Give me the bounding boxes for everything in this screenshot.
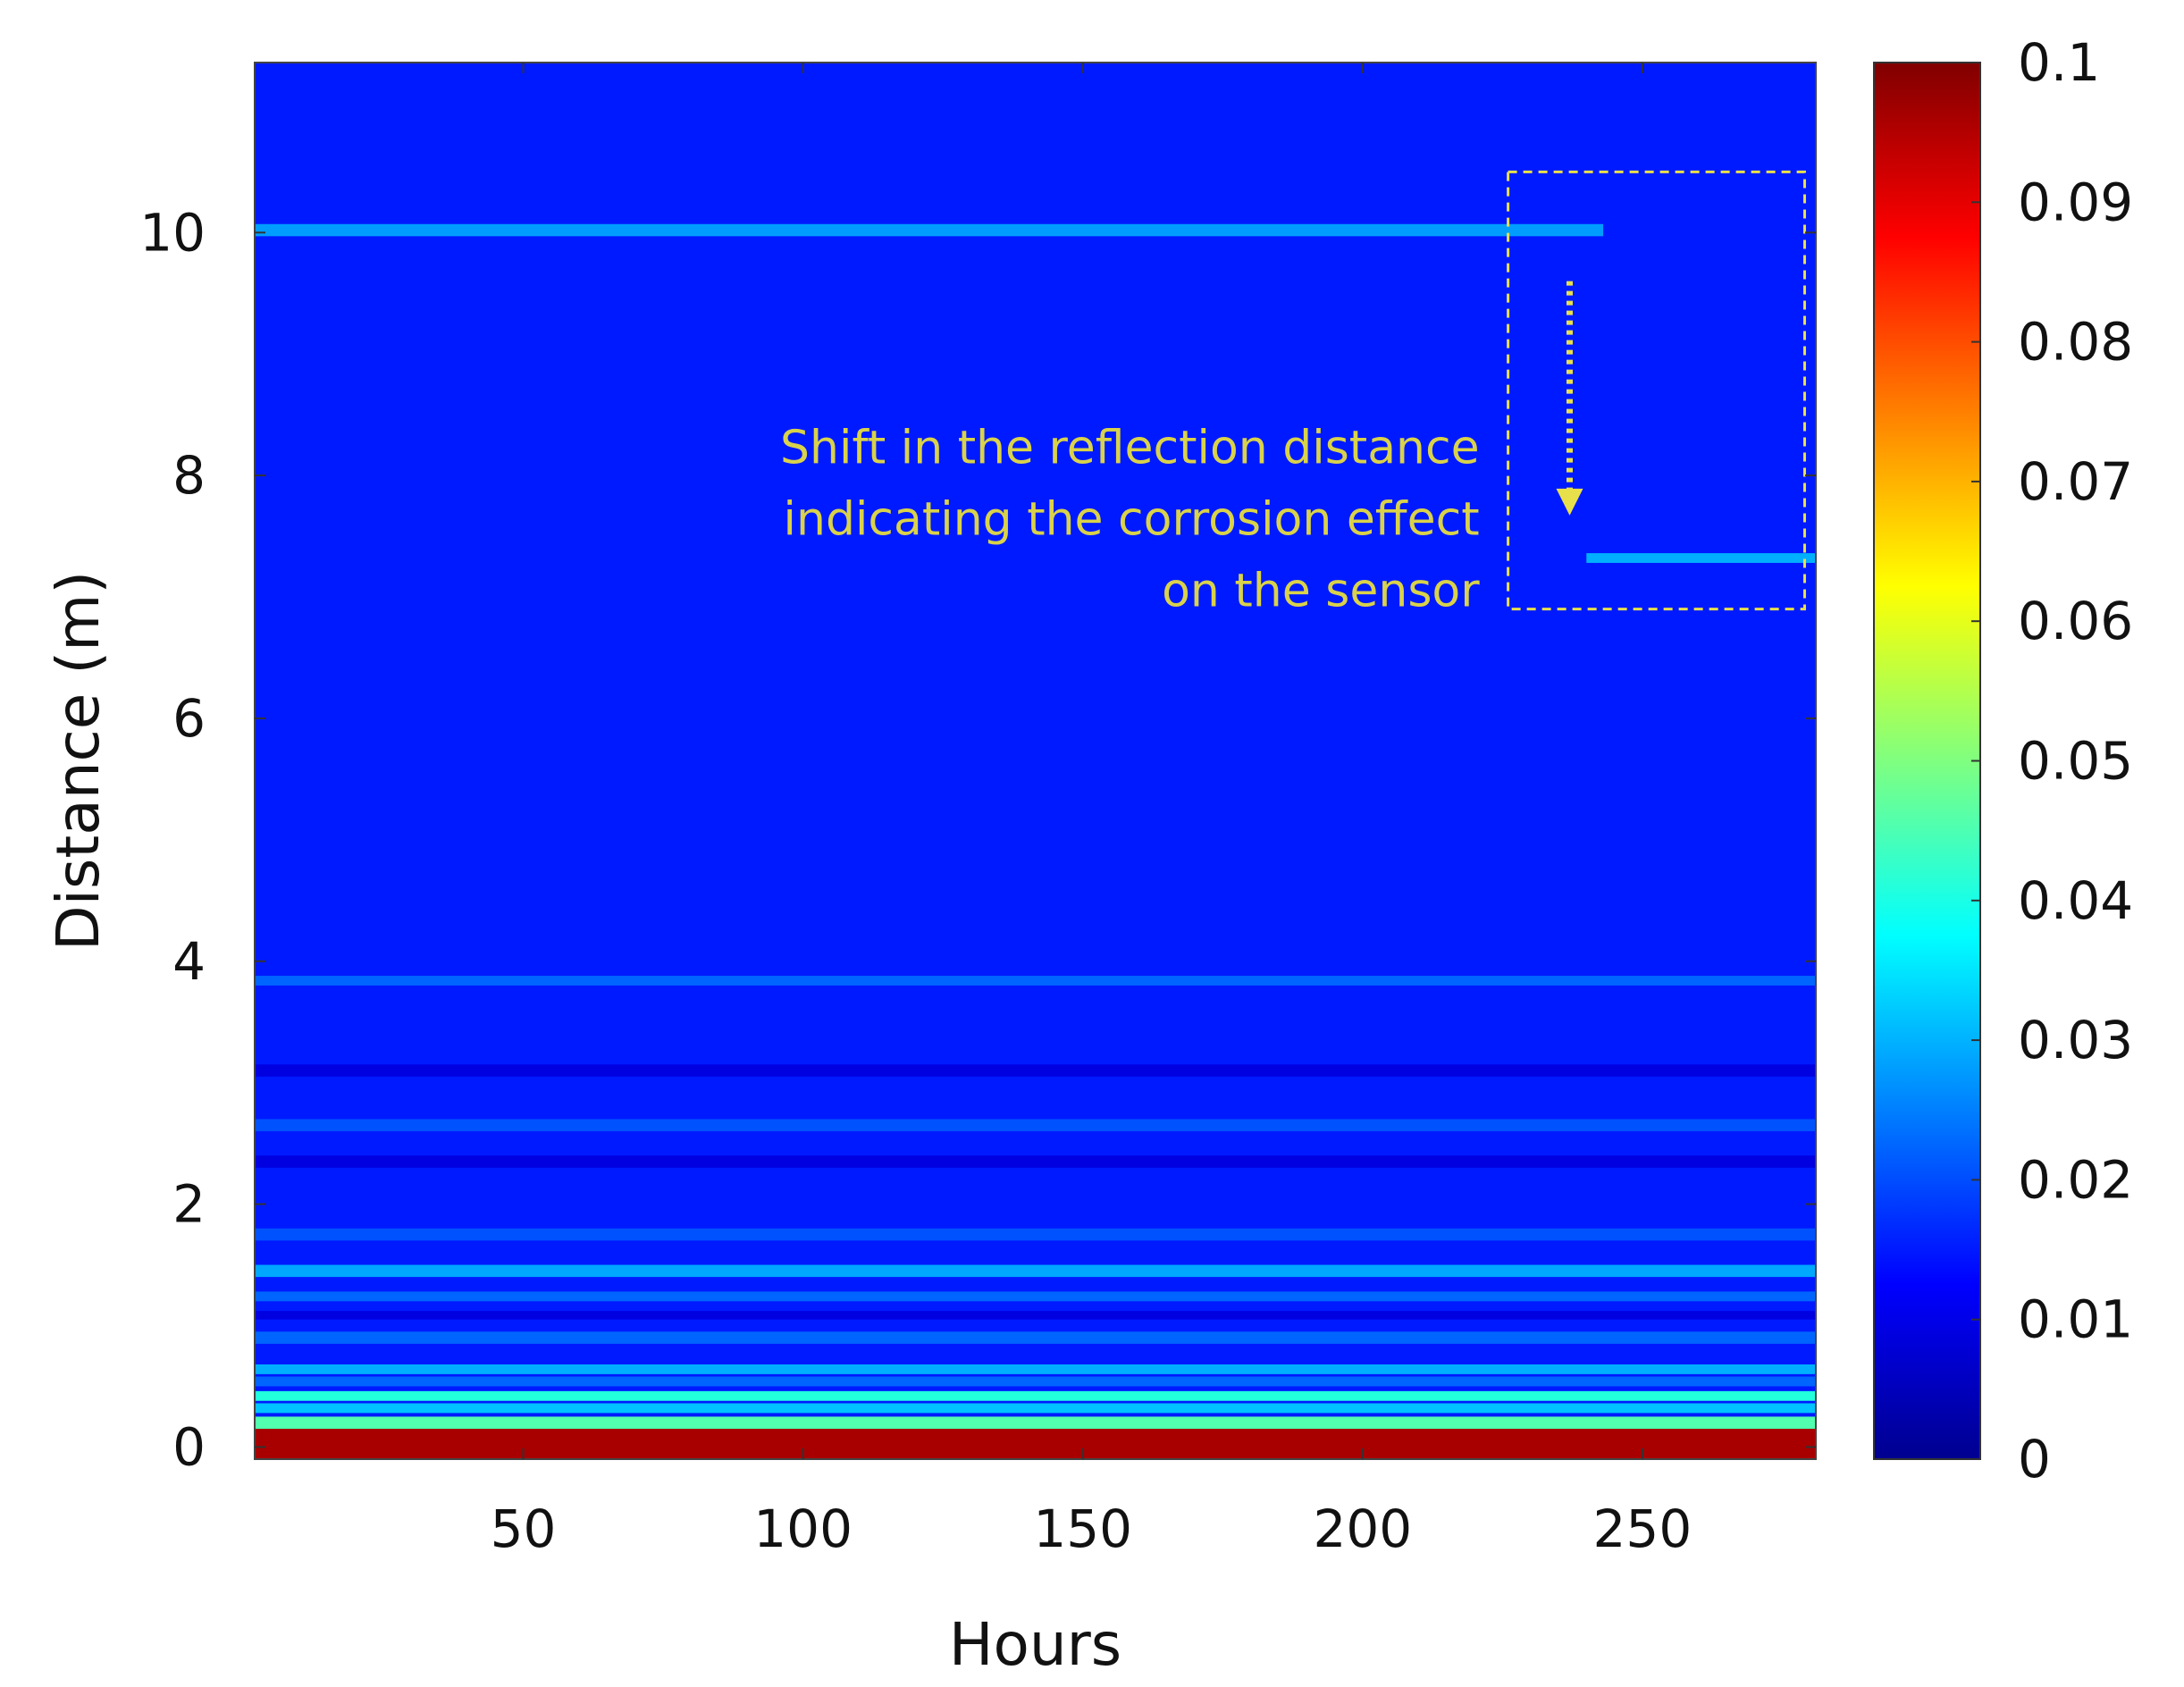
- heatmap-band-1: [255, 1416, 1816, 1430]
- y-tick-label: 2: [172, 1174, 206, 1235]
- heatmap-band-7: [255, 1311, 1816, 1320]
- y-tick-label: 6: [172, 688, 206, 749]
- heatmap-band-0: [255, 1429, 1816, 1459]
- heatmap-background: [255, 63, 1816, 1459]
- colorbar: 0 0.01 0.02 0.03 0.04 0.05 0.06 0.07 0.08 0.09 0.1: [1873, 32, 2133, 1490]
- axes: 50 100 150 200 250 0 2 4 6 8 10 Hours Distance (m): [44, 62, 1817, 1679]
- colorbar-tick-label: 0.09: [2018, 172, 2133, 232]
- y-axis-label: Distance (m): [44, 571, 113, 951]
- x-tick-label: 150: [1033, 1498, 1132, 1559]
- x-tick-label: 250: [1593, 1498, 1693, 1559]
- annotation-text-line: on the sensor: [1162, 565, 1480, 618]
- colorbar-tick-label: 0.03: [2018, 1010, 2133, 1070]
- x-tick-label: 50: [491, 1498, 557, 1559]
- colorbar-tick-label: 0.01: [2018, 1289, 2133, 1350]
- annotation-text-line: indicating the corrosion effect: [784, 493, 1480, 547]
- colorbar-tick-label: 0.1: [2018, 32, 2100, 93]
- heatmap-band-2: [255, 1403, 1816, 1414]
- x-axis-label: Hours: [949, 1610, 1121, 1679]
- heatmap-band-10: [255, 1228, 1816, 1241]
- colorbar-tick-label: 0.06: [2018, 591, 2133, 651]
- heatmap-band-12: [255, 1119, 1816, 1132]
- heatmap-band-9: [255, 1264, 1816, 1278]
- plot-frame: [254, 62, 1817, 1460]
- annotation-box: [1507, 170, 1806, 611]
- heatmap-band-11: [255, 1155, 1816, 1168]
- y-tick-label: 10: [139, 202, 206, 263]
- heatmap-band-5: [255, 1364, 1816, 1374]
- colorbar-tick-label: 0.05: [2018, 731, 2133, 792]
- y-tick-label: 0: [172, 1416, 206, 1477]
- colorbar-tick-label: 0.04: [2018, 870, 2133, 931]
- colorbar-tick-label: 0: [2018, 1429, 2051, 1490]
- heatmap-band-15: [255, 223, 1604, 237]
- y-tick-label: 4: [172, 931, 206, 992]
- heatmap-band-4: [255, 1376, 1816, 1387]
- annotation-text-line: Shift in the reflection distance: [780, 422, 1480, 475]
- heatmap-band-6: [255, 1331, 1816, 1344]
- x-tick-label: 100: [753, 1498, 853, 1559]
- heatmap-band-8: [255, 1291, 1816, 1302]
- colorbar-tick-label: 0.02: [2018, 1149, 2133, 1210]
- annotation-arrow-head: [1556, 488, 1583, 516]
- heatmap-band-16: [1586, 553, 1816, 563]
- y-tick-label: 8: [172, 445, 206, 506]
- x-tick-label: 200: [1313, 1498, 1412, 1559]
- colorbar-gradient: [1873, 62, 1981, 1460]
- colorbar-tick-label: 0.07: [2018, 451, 2133, 512]
- annotation: Shift in the reflection distance indicati…: [780, 170, 1806, 618]
- heatmap-band-14: [255, 976, 1816, 986]
- heatmap-plot: [255, 63, 1816, 1459]
- heatmap-band-13: [255, 1064, 1816, 1077]
- colorbar-tick-label: 0.08: [2018, 312, 2133, 373]
- heatmap-band-3: [255, 1390, 1816, 1401]
